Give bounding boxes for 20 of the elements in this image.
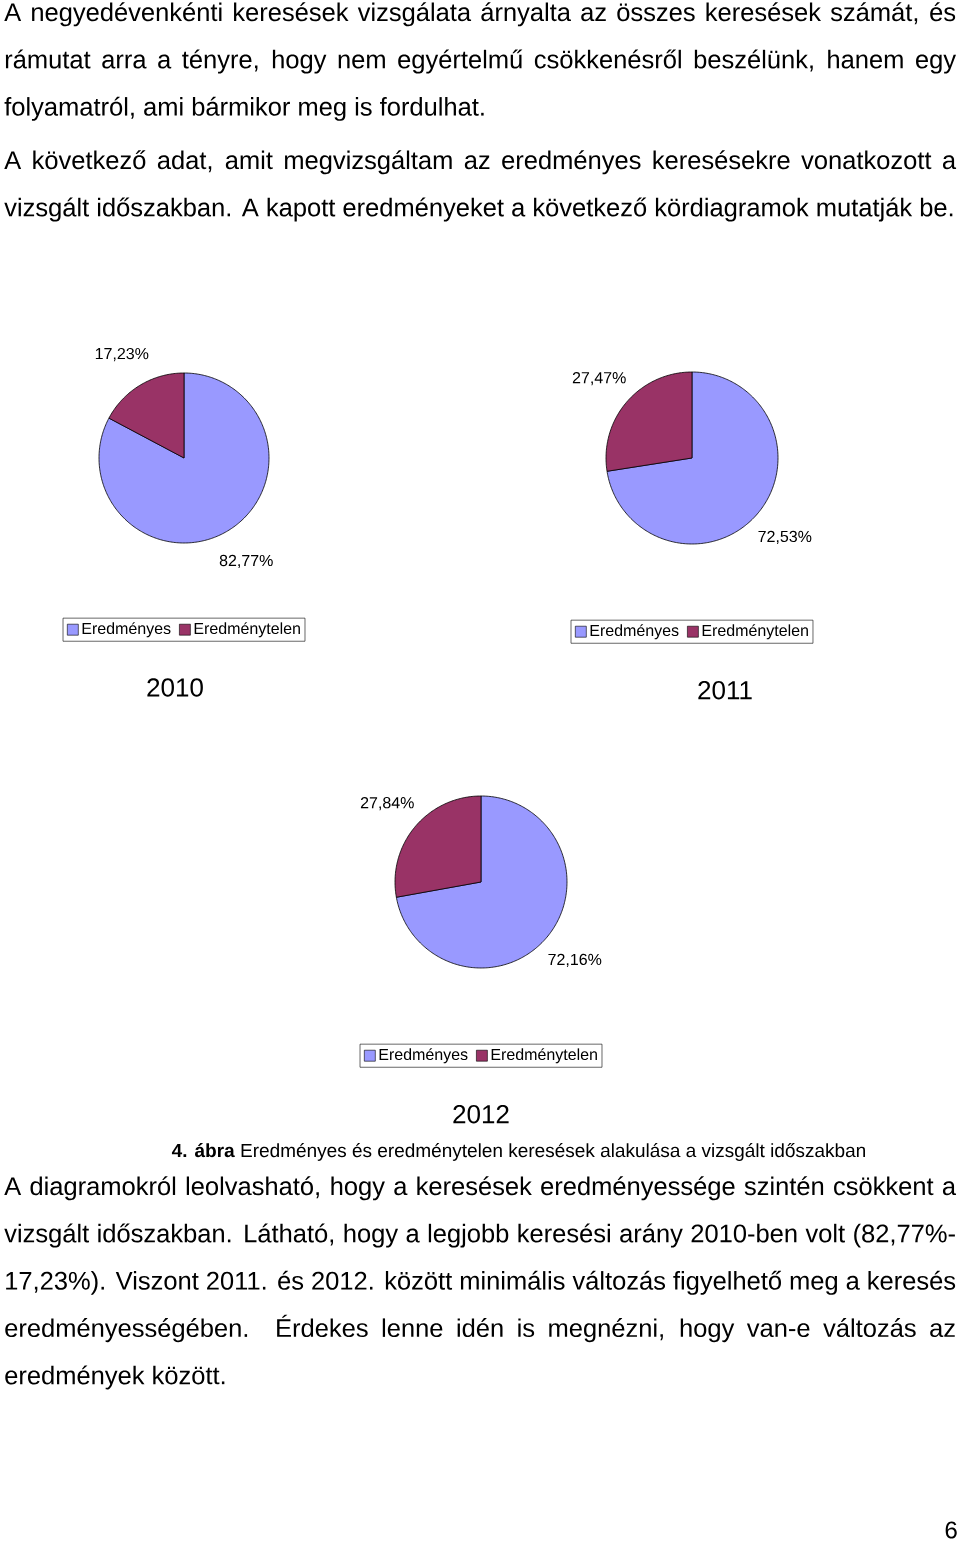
data-label: 82,77% [219, 554, 273, 569]
legend-label: Eredményes [82, 622, 171, 638]
data-label: 27,47% [572, 372, 626, 386]
text: 6 [945, 1521, 957, 1539]
text: 2011 [698, 680, 752, 700]
legend-label: Eredménytelen [194, 622, 300, 638]
legend-label: Eredménytelen [702, 624, 808, 640]
text: A negyedévenkénti keresések vizsgálata árnyalta az összes keresések számát, és rámutat arra a tényre, hogy nem egyértelmű csökkenésről beszélünk, hanem egy folyamatról, ami bármikor meg is fordulhat. [4, 2, 956, 121]
legend-label: Eredménytelen [491, 1048, 597, 1064]
text: A diagramokról leolvasható, hogy a keresések eredményessége szintén csökkent a vizsgált időszakban. Látható, hogy a legjobb keresési arány 2010-ben volt (82,77%-17,23%). Viszont 2011. és 2012. között minimális változás figyelhető meg a keresés eredményességében. Érdekes lenne idén is megnézni, hogy van-e változás az eredmények között. [4, 1176, 957, 1390]
text: 2012 [453, 1104, 509, 1124]
data-label: 72,16% [548, 953, 602, 967]
data-label: 72,53% [758, 530, 812, 544]
text: 4. ábra Eredményes és eredménytelen keresések alakulása a vizsgált időszakban [171, 1143, 865, 1161]
legend-label: Eredményes [379, 1048, 468, 1064]
data-label: 17,23% [95, 347, 149, 362]
data-label: 27,84% [360, 797, 414, 811]
text: A következő adat, amit megvizsgáltam az eredményes keresésekre vonatkozott a vizsgált időszakban. A kapott eredményeket a következő kördiagramok mutatják be. [4, 150, 957, 222]
legend-label: Eredményes [590, 624, 679, 640]
text: 2010 [147, 678, 203, 697]
